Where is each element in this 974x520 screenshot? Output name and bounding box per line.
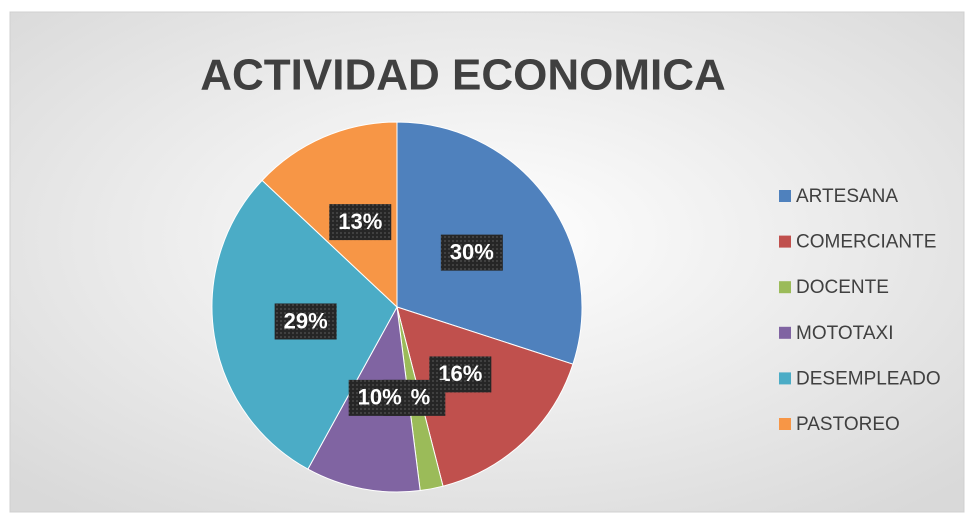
legend-swatch <box>779 281 791 294</box>
data-label-text: 29% <box>284 308 328 333</box>
legend-swatch <box>779 326 791 339</box>
data-label-text: 30% <box>450 239 494 264</box>
chart-title: ACTIVIDAD ECONOMICA <box>200 51 726 100</box>
legend-label: COMERCIANTE <box>796 232 936 253</box>
legend-label: DOCENTE <box>796 277 889 298</box>
data-label-box <box>440 234 503 271</box>
legend-label: MOTOTAXI <box>796 323 893 344</box>
data-label-text: 13% <box>338 209 382 234</box>
legend-swatch <box>779 418 791 430</box>
data-label: 30% <box>440 234 503 271</box>
data-label-box <box>274 303 337 340</box>
data-label-text: 10% <box>358 385 402 410</box>
legend-swatch <box>779 190 791 202</box>
data-label: 13% <box>329 204 392 241</box>
data-label: 10% <box>348 379 411 416</box>
data-label-box <box>348 379 411 416</box>
legend-label: DESEMPLEADO <box>796 368 941 389</box>
data-label-box <box>329 204 392 241</box>
legend-label: PASTOREO <box>796 414 900 435</box>
legend-swatch <box>779 372 791 385</box>
data-label-text: 16% <box>438 361 482 386</box>
legend-swatch <box>779 235 791 248</box>
data-label: 29% <box>274 303 337 340</box>
pie-slice <box>396 306 574 487</box>
legend-label: ARTESANA <box>796 186 898 207</box>
